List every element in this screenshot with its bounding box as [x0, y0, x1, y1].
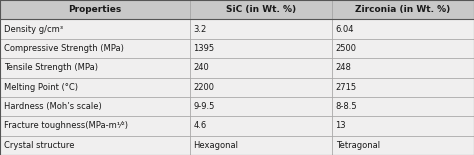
Text: 2500: 2500 — [336, 44, 356, 53]
Text: Tensile Strength (MPa): Tensile Strength (MPa) — [4, 63, 98, 72]
Text: 240: 240 — [193, 63, 209, 72]
Text: 2200: 2200 — [193, 83, 214, 92]
Text: 13: 13 — [336, 121, 346, 131]
Text: 8-8.5: 8-8.5 — [336, 102, 357, 111]
Text: Hexagonal: Hexagonal — [193, 141, 238, 150]
Text: 6.04: 6.04 — [336, 24, 354, 34]
Text: 1395: 1395 — [193, 44, 215, 53]
Text: SiC (in Wt. %): SiC (in Wt. %) — [226, 5, 296, 14]
Text: Compressive Strength (MPa): Compressive Strength (MPa) — [4, 44, 124, 53]
Text: Melting Point (°C): Melting Point (°C) — [4, 83, 78, 92]
Text: Properties: Properties — [68, 5, 121, 14]
Text: Crystal structure: Crystal structure — [4, 141, 74, 150]
Text: Fracture toughness(MPa-m¹⁄²): Fracture toughness(MPa-m¹⁄²) — [4, 121, 128, 131]
Text: 3.2: 3.2 — [193, 24, 207, 34]
Text: 248: 248 — [336, 63, 351, 72]
Text: Tetragonal: Tetragonal — [336, 141, 380, 150]
Text: Density g/cm³: Density g/cm³ — [4, 24, 63, 34]
Text: 9-9.5: 9-9.5 — [193, 102, 215, 111]
Text: Zirconia (in Wt. %): Zirconia (in Wt. %) — [356, 5, 450, 14]
Text: 4.6: 4.6 — [193, 121, 207, 131]
Text: Hardness (Moh’s scale): Hardness (Moh’s scale) — [4, 102, 101, 111]
Text: 2715: 2715 — [336, 83, 357, 92]
